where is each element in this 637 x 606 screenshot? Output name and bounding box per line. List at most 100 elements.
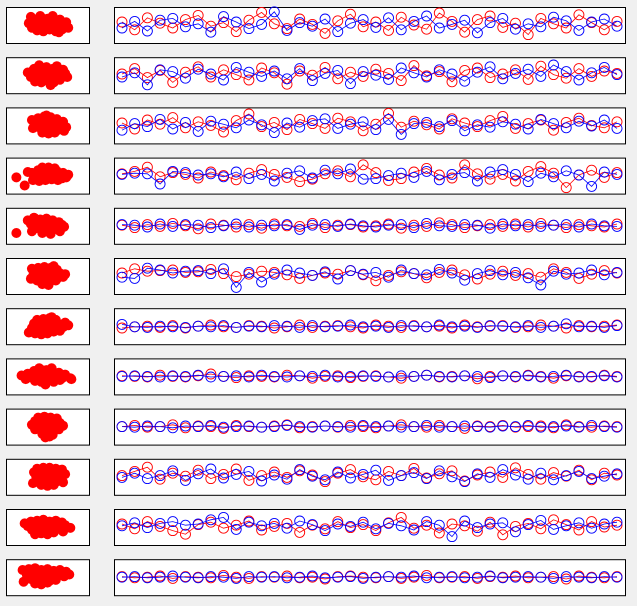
series-marker — [370, 571, 382, 583]
series-marker — [611, 122, 623, 134]
series-marker — [332, 168, 344, 180]
series-marker — [332, 220, 344, 232]
series-marker — [408, 462, 420, 474]
series-marker — [573, 571, 585, 583]
series-marker — [345, 520, 356, 532]
series-marker — [383, 474, 394, 486]
series-marker — [154, 264, 166, 276]
series-marker — [345, 472, 356, 484]
series-marker — [459, 167, 471, 179]
series-line — [121, 118, 618, 135]
series-marker — [522, 176, 534, 188]
series-marker — [129, 421, 141, 433]
series-marker — [471, 268, 483, 280]
series-marker — [548, 263, 559, 275]
series-marker — [345, 163, 356, 175]
series-marker — [421, 473, 433, 485]
series-marker — [129, 467, 141, 479]
series-marker — [446, 531, 458, 543]
series-marker — [560, 165, 572, 177]
series-marker — [243, 14, 255, 26]
series-marker — [497, 529, 509, 541]
series-marker — [611, 218, 623, 230]
series-marker — [560, 420, 572, 432]
series-marker — [395, 11, 407, 23]
series-marker — [205, 71, 217, 83]
series-marker — [243, 66, 255, 78]
series-marker — [192, 223, 204, 235]
series-marker — [370, 221, 382, 233]
series-marker — [408, 67, 420, 79]
series-marker — [319, 61, 331, 73]
series-marker — [129, 67, 141, 79]
series-marker — [256, 119, 268, 131]
series-marker — [345, 265, 356, 277]
series-marker — [180, 528, 191, 540]
series-marker — [205, 321, 217, 333]
series-marker — [471, 522, 483, 534]
series-marker — [573, 219, 585, 231]
series-marker — [598, 166, 610, 178]
series-marker — [205, 68, 217, 80]
series-marker — [294, 121, 306, 133]
series-line — [121, 468, 618, 483]
series-marker — [167, 370, 179, 382]
series-marker — [446, 172, 458, 184]
series-marker — [319, 222, 331, 234]
series-marker — [408, 115, 420, 127]
series-line — [121, 267, 618, 289]
series-marker — [484, 265, 496, 277]
series-marker — [370, 275, 382, 287]
series-marker — [598, 571, 610, 583]
series-marker — [243, 221, 255, 233]
series-marker — [560, 318, 572, 330]
series-marker — [281, 171, 293, 183]
scatter-dot — [32, 120, 43, 131]
line-frame — [114, 157, 626, 195]
series-marker — [433, 421, 445, 433]
series-marker — [471, 66, 483, 78]
series-marker — [421, 572, 433, 584]
series-marker — [141, 72, 153, 84]
series-marker — [205, 516, 217, 528]
series-marker — [180, 265, 191, 277]
scatter-dot — [37, 279, 48, 290]
series-marker — [205, 168, 217, 180]
series-marker — [459, 420, 471, 432]
series-marker — [357, 471, 369, 483]
series-marker — [471, 525, 483, 537]
series-marker — [294, 321, 306, 333]
series-marker — [294, 319, 306, 331]
series-marker — [383, 107, 394, 119]
series-marker — [611, 20, 623, 32]
series-marker — [510, 17, 521, 29]
series-marker — [510, 462, 521, 474]
series-marker — [243, 266, 255, 278]
series-marker — [408, 467, 420, 479]
series-marker — [421, 272, 433, 284]
scatter-dot — [64, 569, 75, 580]
series-marker — [573, 272, 585, 284]
series-marker — [446, 76, 458, 88]
series-marker — [294, 267, 306, 279]
series-marker — [421, 220, 433, 232]
series-marker — [129, 63, 141, 75]
series-marker — [510, 175, 521, 187]
series-marker — [548, 572, 559, 584]
series-marker — [192, 219, 204, 231]
series-marker — [484, 219, 496, 231]
series-marker — [256, 70, 268, 82]
series-marker — [497, 265, 509, 277]
series-line — [121, 575, 618, 579]
series-marker — [535, 514, 547, 526]
series-marker — [332, 64, 344, 76]
series-marker — [573, 321, 585, 333]
series-marker — [141, 321, 153, 333]
series-marker — [154, 178, 166, 190]
series-marker — [268, 18, 280, 30]
series-marker — [141, 572, 153, 584]
series-marker — [129, 571, 141, 583]
series-marker — [497, 73, 509, 85]
series-marker — [294, 526, 306, 538]
